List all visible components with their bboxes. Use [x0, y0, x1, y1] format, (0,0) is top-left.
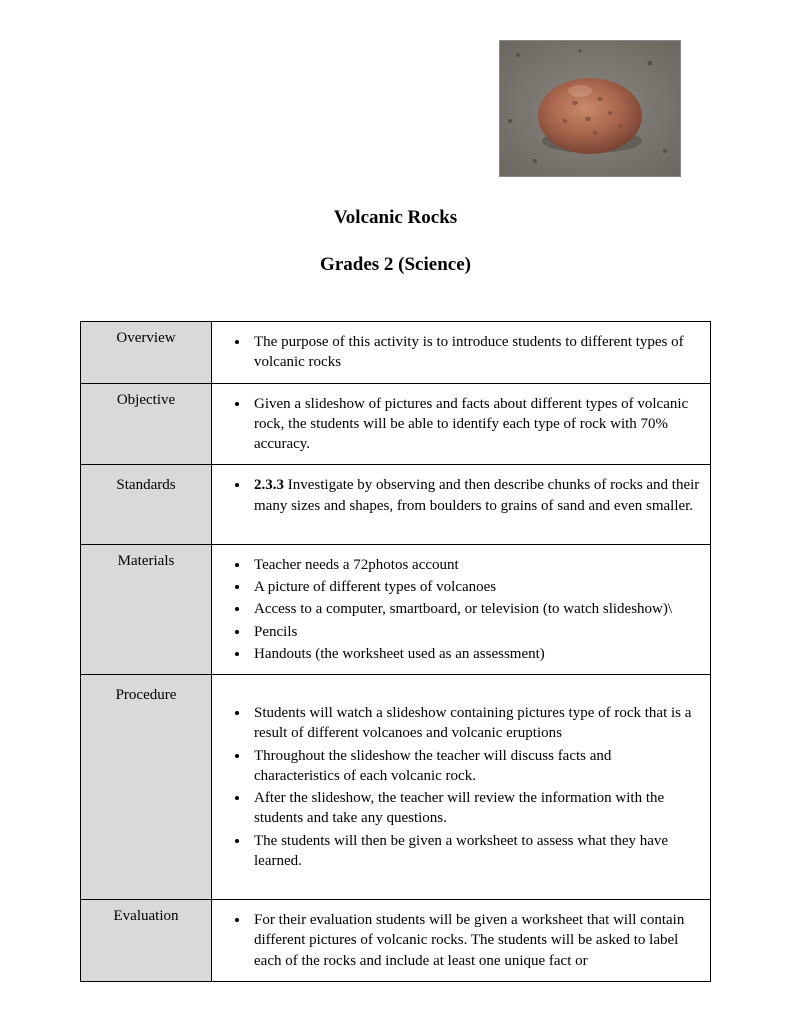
- list-item: After the slideshow, the teacher will re…: [250, 788, 700, 829]
- page-subtitle: Grades 2 (Science): [80, 254, 711, 276]
- section-label-overview: Overview: [81, 322, 212, 384]
- header-image-container: [80, 40, 711, 177]
- section-content-standards: 2.3.3 Investigate by observing and then …: [212, 465, 711, 545]
- section-label-evaluation: Evaluation: [81, 900, 212, 982]
- section-content-materials: Teacher needs a 72photos account A pictu…: [212, 544, 711, 674]
- section-label-standards: Standards: [81, 465, 212, 545]
- list-item: Teacher needs a 72photos account: [250, 555, 700, 575]
- table-row: Materials Teacher needs a 72photos accou…: [81, 544, 711, 674]
- list-item: Pencils: [250, 622, 700, 642]
- section-label-objective: Objective: [81, 383, 212, 465]
- list-item: 2.3.3 Investigate by observing and then …: [250, 475, 700, 516]
- title-block: Volcanic Rocks Grades 2 (Science): [80, 207, 711, 276]
- volcanic-rock-photo: [499, 40, 681, 177]
- section-content-evaluation: For their evaluation students will be gi…: [212, 900, 711, 982]
- lesson-plan-table: Overview The purpose of this activity is…: [80, 321, 711, 982]
- list-item: Students will watch a slideshow containi…: [250, 703, 700, 744]
- list-item: Given a slideshow of pictures and facts …: [250, 394, 700, 455]
- list-item: The purpose of this activity is to intro…: [250, 332, 700, 373]
- section-label-materials: Materials: [81, 544, 212, 674]
- table-row: Procedure Students will watch a slidesho…: [81, 675, 711, 900]
- section-content-objective: Given a slideshow of pictures and facts …: [212, 383, 711, 465]
- section-content-procedure: Students will watch a slideshow containi…: [212, 675, 711, 900]
- list-item: Throughout the slideshow the teacher wil…: [250, 746, 700, 787]
- table-row: Evaluation For their evaluation students…: [81, 900, 711, 982]
- page-title: Volcanic Rocks: [80, 207, 711, 229]
- list-item: A picture of different types of volcanoe…: [250, 577, 700, 597]
- table-row: Objective Given a slideshow of pictures …: [81, 383, 711, 465]
- list-item: Handouts (the worksheet used as an asses…: [250, 644, 700, 664]
- list-item: For their evaluation students will be gi…: [250, 910, 700, 971]
- table-row: Overview The purpose of this activity is…: [81, 322, 711, 384]
- table-row: Standards 2.3.3 Investigate by observing…: [81, 465, 711, 545]
- section-label-procedure: Procedure: [81, 675, 212, 900]
- section-content-overview: The purpose of this activity is to intro…: [212, 322, 711, 384]
- list-item: The students will then be given a worksh…: [250, 831, 700, 872]
- list-item: Access to a computer, smartboard, or tel…: [250, 599, 700, 619]
